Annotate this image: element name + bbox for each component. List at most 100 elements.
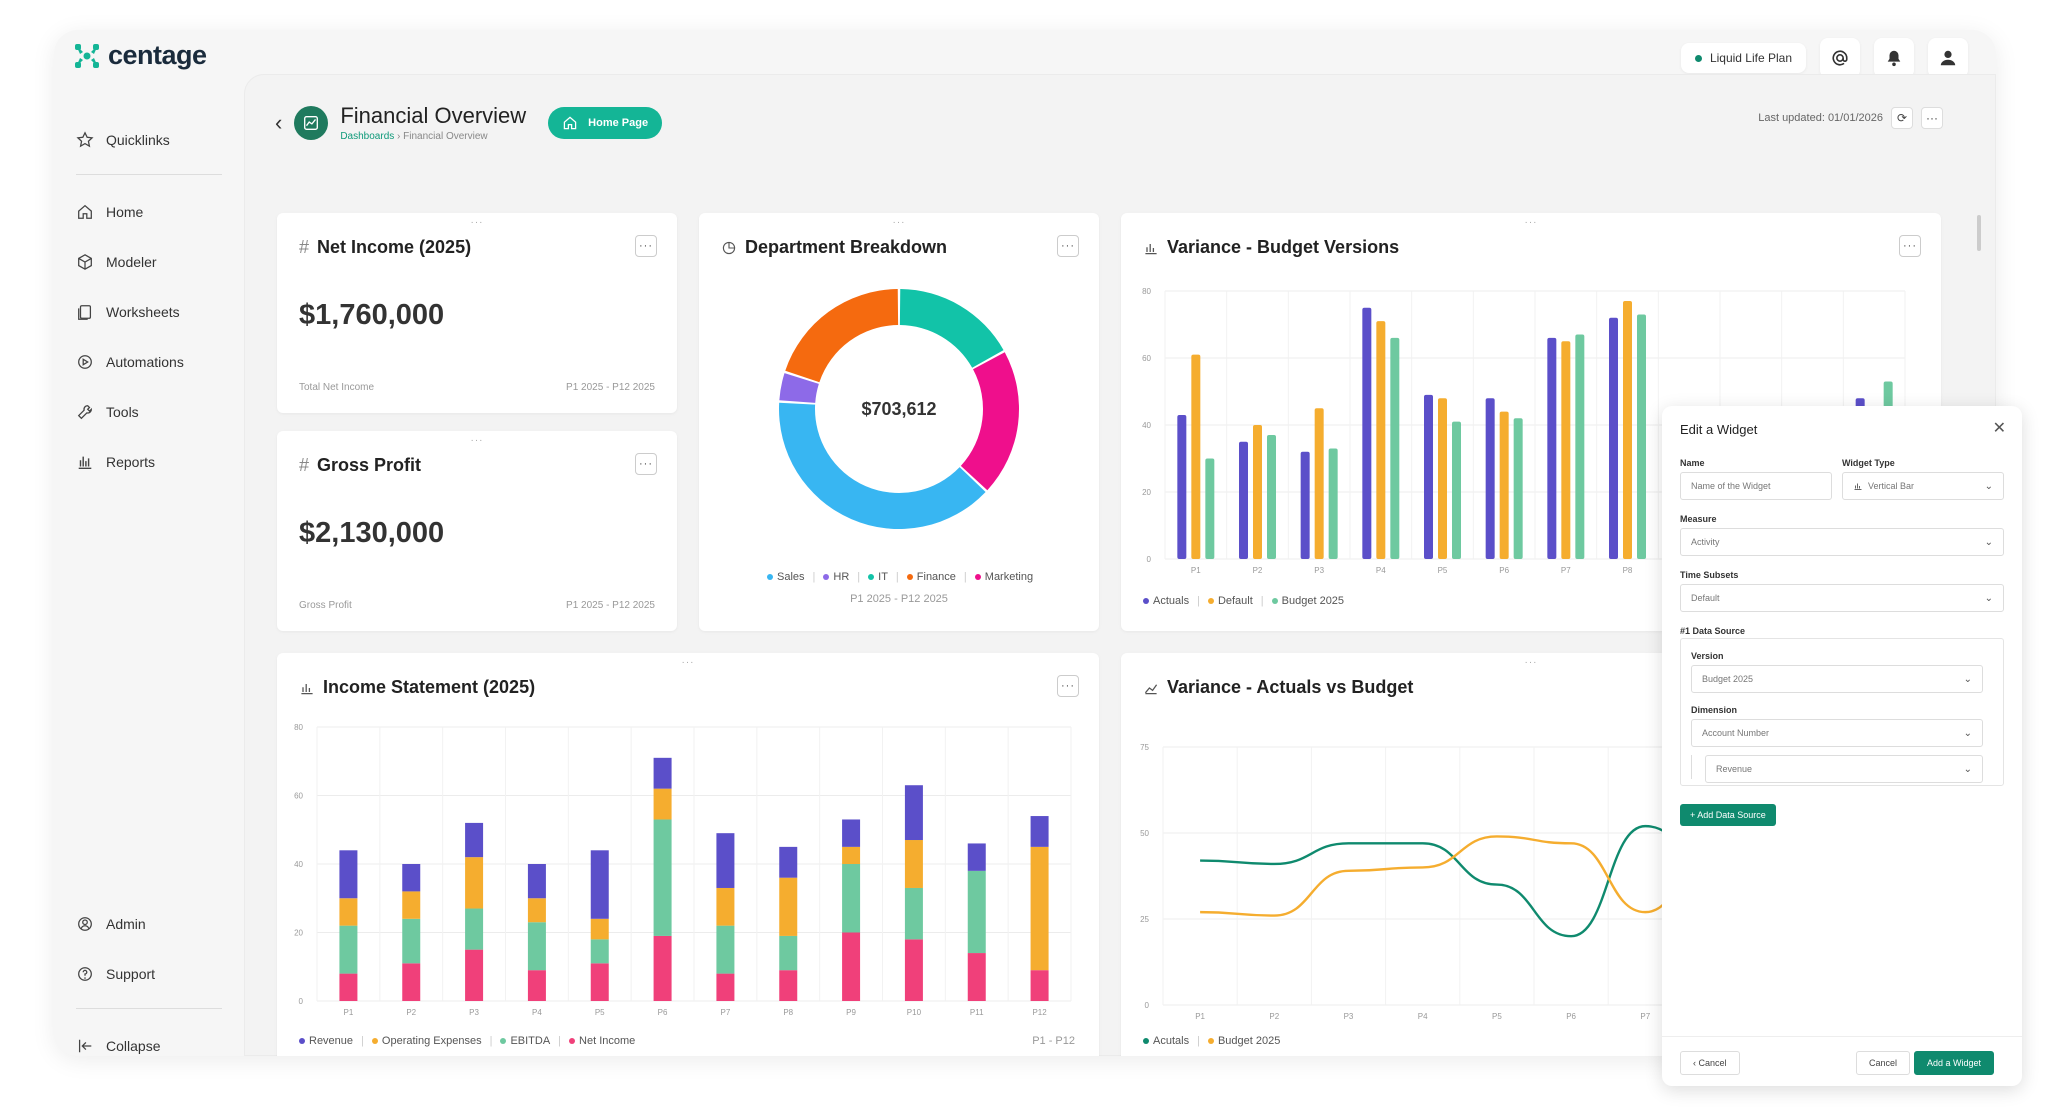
legend-dot [1207,1038,1214,1044]
card-menu-button[interactable]: ··· [635,235,657,257]
drag-handle-icon[interactable]: ··· [470,435,484,446]
legend-item[interactable]: HR [823,571,849,583]
line-ytick: 75 [1140,743,1149,752]
department-title: Department Breakdown [745,237,948,257]
back-cancel-button[interactable]: ‹ Cancel [1680,1051,1740,1075]
grouped-xtick: P2 [1253,566,1263,575]
collapse-icon [78,1039,92,1053]
legend-dot [906,574,913,580]
variance-budget-legend: Actuals | Default | Budget 2025 [1143,595,1344,607]
stack-net-income-p8 [779,970,798,1001]
sidebar-label-reports: Reports [106,454,156,470]
widget-type-value-wrap: Vertical Bar [1853,481,1914,491]
dimension-member-select[interactable]: Revenue ⌄ [1705,755,1983,783]
sidebar-item-collapse[interactable]: Collapse [76,1034,160,1056]
sidebar-item-modeler[interactable]: Modeler [76,250,157,274]
sidebar-label-admin: Admin [106,916,146,932]
sidebar-item-reports[interactable]: Reports [76,450,155,474]
version-select[interactable]: Budget 2025 ⌄ [1691,665,1983,693]
widget-name-input[interactable]: Name of the Widget [1680,472,1832,500]
sidebar-item-automations[interactable]: Automations [76,350,184,374]
dimension-select[interactable]: Account Number ⌄ [1691,719,1983,747]
sidebar-item-home[interactable]: Home [76,200,143,224]
drag-handle-icon[interactable]: ··· [892,217,906,228]
home-page-button[interactable]: Home Page [548,106,663,139]
page-menu-button[interactable]: ··· [1921,107,1943,129]
cancel-button[interactable]: Cancel [1856,1051,1911,1075]
legend-item[interactable]: Revenue [299,1035,353,1047]
dimension-value: Account Number [1702,728,1770,738]
plan-selector[interactable]: Liquid Life Plan [1680,43,1806,73]
legend-item[interactable]: Default [1207,595,1253,607]
legend-item[interactable]: Sales [767,571,805,583]
legend-label: HR [833,571,850,583]
legend-item[interactable]: Actuals [1143,595,1189,607]
stack-revenue-p6 [653,757,672,789]
stack-revenue-p3 [465,822,484,858]
time-subsets-select[interactable]: Default ⌄ [1680,584,2004,612]
stacked-xtick: P1 [344,1008,354,1017]
stack-revenue-p1 [339,850,358,899]
chevron-down-icon: ⌄ [1984,536,1993,548]
drag-handle-icon[interactable]: ··· [1524,217,1538,228]
stacked-xtick: P5 [595,1008,605,1017]
plan-status-dot [1694,54,1702,62]
sidebar-item-admin[interactable]: Admin [76,912,146,936]
card-menu-button[interactable]: ··· [635,453,657,475]
sidebar-item-support[interactable]: Support [76,962,155,986]
logo[interactable]: centage [72,40,207,71]
stack-ebitda-p6 [653,819,672,936]
stack-net-income-p12 [1030,970,1049,1001]
stack-net-income-p10 [904,939,923,1001]
profile-button[interactable] [1928,38,1968,78]
card-menu-button[interactable]: ··· [1899,235,1921,257]
bar-chart-icon [1145,243,1157,254]
time-subsets-value: Default [1691,593,1720,603]
widget-type-select[interactable]: Vertical Bar ⌄ [1842,472,2004,500]
legend-item[interactable]: Finance [906,571,956,583]
refresh-button[interactable]: ⟳ [1891,107,1913,129]
close-icon[interactable]: ✕ [1992,420,2006,437]
stacked-xtick: P9 [846,1008,856,1017]
sidebar-item-tools[interactable]: Tools [76,400,139,424]
donut-slice-it [899,289,1004,368]
drag-handle-icon[interactable]: ··· [681,657,695,668]
back-button[interactable]: ‹ [275,109,283,135]
mention-button[interactable] [1820,38,1860,78]
stack-net-income-p7 [716,973,735,1001]
stack-net-income-p9 [842,932,861,1001]
add-data-source-button[interactable]: + Add Data Source [1680,804,1776,826]
legend-item[interactable]: Operating Expenses [371,1035,482,1047]
breadcrumb-separator: › [397,131,401,142]
more-icon: ··· [1926,111,1938,125]
card-menu-button[interactable]: ··· [1057,235,1079,257]
card-menu-button[interactable]: ··· [1057,675,1079,697]
stack-operating-expenses-p1 [339,898,358,926]
stacked-xtick: P6 [658,1008,668,1017]
breadcrumb-root[interactable]: Dashboards [340,131,395,142]
income-statement-legend: Revenue | Operating Expenses | EBITDA | Net In… [299,1035,635,1047]
drag-handle-icon[interactable]: ··· [1524,657,1538,668]
grouped-xtick: P4 [1376,566,1386,575]
line-ytick: 25 [1140,915,1149,924]
sidebar-item-worksheets[interactable]: Worksheets [76,300,180,324]
legend-item[interactable]: IT [868,571,888,583]
legend-item[interactable]: Budget 2025 [1271,595,1344,607]
legend-item[interactable]: Acutals [1143,1035,1189,1047]
legend-item[interactable]: Budget 2025 [1207,1035,1280,1047]
drag-handle-icon[interactable]: ··· [470,217,484,228]
bar-actuals-p8 [1609,317,1618,559]
card-title: # Gross Profit [299,455,421,476]
main-scrollbar[interactable] [1977,215,1981,251]
bar-budget-2025-p2 [1267,435,1276,559]
legend-item[interactable]: Marketing [974,571,1033,583]
add-widget-button[interactable]: Add a Widget [1914,1051,1995,1075]
legend-item[interactable]: Net Income [569,1035,635,1047]
sidebar-item-quicklinks[interactable]: Quicklinks [76,128,170,152]
stack-operating-expenses-p3 [465,857,484,909]
notifications-button[interactable] [1874,38,1914,78]
bar-default-p3 [1314,408,1324,559]
measure-select[interactable]: Activity ⌄ [1680,528,2004,556]
sidebar-label-automations: Automations [106,354,184,370]
legend-item[interactable]: EBITDA [500,1035,550,1047]
